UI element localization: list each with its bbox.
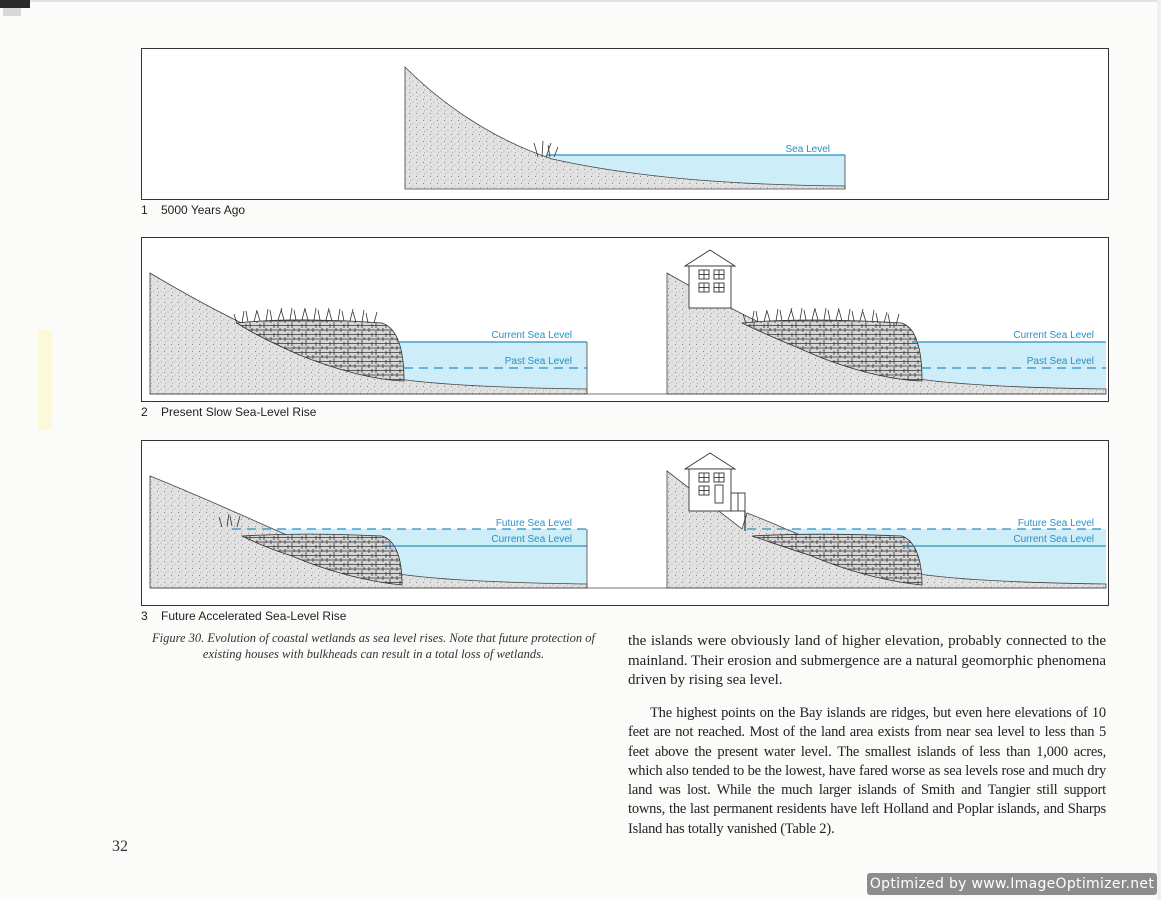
future-sea-level-label: Future Sea Level [496, 518, 572, 529]
panel-1-5000-years-ago: Sea Level [141, 48, 1109, 200]
marsh-grass [533, 140, 559, 158]
body-paragraph-1: the islands were obviously land of highe… [628, 633, 1106, 688]
marsh-peat [740, 319, 923, 382]
marsh-grass [233, 307, 378, 325]
panel-2-present: Current Sea Level Past Sea Level Current… [141, 237, 1109, 402]
panel-3-left-scene: Future Sea Level Current Sea Level [149, 475, 588, 589]
panel-3-caption: 3 Future Accelerated Sea-Level Rise [141, 609, 347, 623]
figure-caption: Figure 30. Evolution of coastal wetlands… [151, 631, 595, 661]
future-sea-level-label: Future Sea Level [1018, 518, 1094, 529]
scan-corner-mark [3, 8, 21, 16]
scan-tint [38, 330, 52, 430]
upland-slope [404, 66, 846, 190]
current-sea-level-label: Current Sea Level [1013, 534, 1094, 545]
house-icon [683, 452, 746, 512]
current-sea-level-label: Current Sea Level [491, 330, 572, 341]
sea-level-label: Sea Level [786, 144, 830, 155]
marsh-grass [218, 513, 241, 528]
panel-1-caption: 1 5000 Years Ago [141, 203, 246, 217]
panel-2-illustration: Current Sea Level Past Sea Level Current… [149, 249, 1107, 395]
drowned-peat [751, 533, 923, 586]
marsh-peat [235, 319, 405, 382]
watermark-badge: Optimized by www.ImageOptimizer.net [867, 873, 1157, 895]
scan-corner-mark [0, 0, 30, 8]
panel-2-caption: 2 Present Slow Sea-Level Rise [141, 405, 317, 419]
house-icon [683, 249, 737, 309]
past-sea-level-label: Past Sea Level [505, 356, 572, 367]
past-sea-level-label: Past Sea Level [1027, 356, 1094, 367]
current-sea-level-label: Current Sea Level [1013, 330, 1094, 341]
panel-1-illustration: Sea Level [404, 66, 846, 190]
body-paragraph-2: The highest points on the Bay islands ar… [628, 705, 1106, 837]
panel-3-future: Future Sea Level Current Sea Level Fut [141, 440, 1109, 606]
panel-3-illustration: Future Sea Level Current Sea Level Fut [149, 452, 1107, 589]
drowned-peat [240, 533, 403, 586]
page-number: 32 [112, 838, 128, 855]
panel-3-right-scene: Future Sea Level Current Sea Level [666, 452, 1107, 589]
panel-2-right-scene: Current Sea Level Past Sea Level [666, 249, 1107, 395]
scan-top-rule [30, 0, 1161, 2]
current-sea-level-label: Current Sea Level [491, 534, 572, 545]
marsh-grass [742, 307, 900, 326]
scan-right-edge [1157, 0, 1161, 900]
panel-2-left-scene: Current Sea Level Past Sea Level [149, 272, 588, 395]
